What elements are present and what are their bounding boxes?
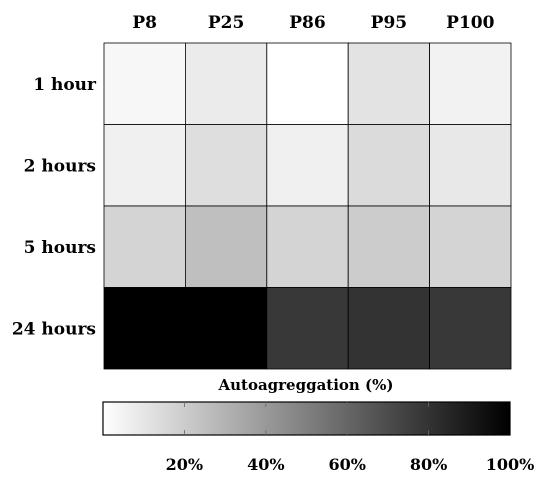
heatmap-cell <box>103 42 186 125</box>
heatmap-cell <box>184 287 268 370</box>
column-label: P86 <box>289 13 325 33</box>
column-label: P8 <box>132 13 157 33</box>
heatmap-cell <box>103 287 186 370</box>
colorbar-tick-label: 20% <box>166 455 203 474</box>
row-labels: 1 hour 2 hours 5 hours 24 hours <box>12 75 97 340</box>
heatmap-cell <box>429 42 512 125</box>
column-label: P95 <box>371 13 407 33</box>
row-label: 5 hours <box>24 238 96 258</box>
heatmap-cell <box>429 205 512 288</box>
colorbar-tick-label: 80% <box>410 455 447 474</box>
row-label: 24 hours <box>12 319 96 339</box>
column-labels: P8 P25 P86 P95 P100 <box>132 13 494 33</box>
heatmap-cell <box>184 205 268 288</box>
heatmap-cell <box>266 124 349 207</box>
heatmap-cell <box>103 205 186 288</box>
heatmap-cell <box>103 124 186 207</box>
colorbar <box>102 401 511 436</box>
heatmap-cell <box>429 124 512 207</box>
heatmap-cell <box>347 287 431 370</box>
column-label: P25 <box>208 13 244 33</box>
colorbar-tick-label: 100% <box>486 455 535 474</box>
colorbar-tick-label: 40% <box>247 455 284 474</box>
colorbar-label: Autoagreggation (%) <box>217 376 393 394</box>
heatmap-cells <box>103 42 512 370</box>
heatmap-cell <box>266 205 349 288</box>
heatmap-cell <box>347 124 431 207</box>
heatmap-cell <box>429 287 512 370</box>
heatmap-cell <box>266 42 349 125</box>
colorbar-ticks: 20% 40% 60% 80% 100% <box>166 402 535 474</box>
heatmap-cell <box>347 42 431 125</box>
row-label: 1 hour <box>33 75 97 95</box>
heatmap-cell <box>347 205 431 288</box>
colorbar-tick-label: 60% <box>328 455 365 474</box>
row-label: 2 hours <box>24 156 96 176</box>
heatmap-cell <box>266 287 349 370</box>
heatmap-cell <box>184 42 268 125</box>
heatmap-cell <box>184 124 268 207</box>
column-label: P100 <box>446 13 494 33</box>
